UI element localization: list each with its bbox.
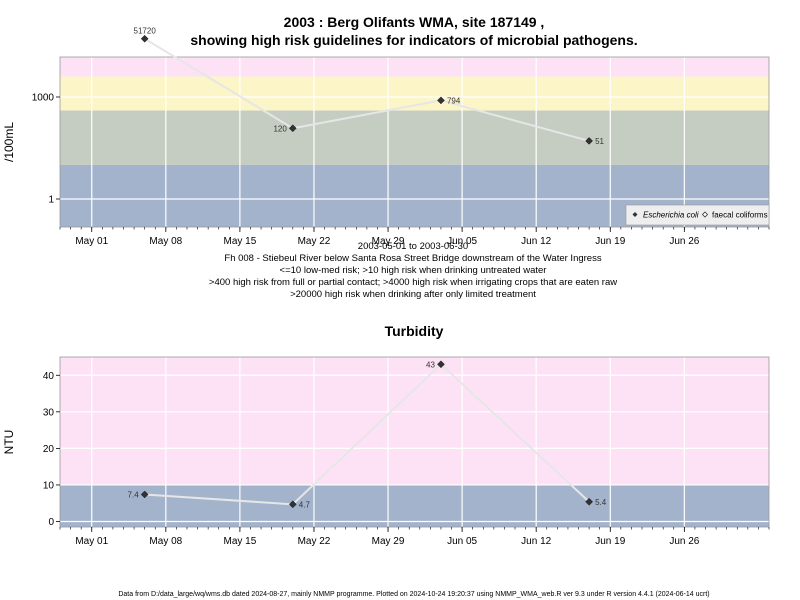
risk-band: [60, 57, 769, 77]
data-point: [288, 124, 297, 133]
risk-band: [60, 110, 769, 165]
y-tick-label: 30: [43, 407, 55, 418]
legend-marker-ecoli: [632, 212, 638, 217]
y-axis-label: /100mL: [2, 122, 16, 162]
data-label: 43: [426, 360, 435, 369]
y-tick-label: 10: [43, 480, 55, 491]
data-point: [585, 497, 593, 506]
data-point: [288, 500, 297, 509]
y-tick-label: 1: [48, 194, 54, 205]
subtitle-line: Fh 008 - Stiebeul River below Santa Rosa…: [224, 253, 601, 264]
subtitle-line: >20000 high risk when drinking after onl…: [290, 289, 536, 300]
data-point: [140, 34, 149, 43]
data-point: [585, 137, 593, 145]
x-tick-label: Jun 05: [447, 536, 477, 547]
legend-marker-faecal: [701, 211, 709, 218]
y-tick-label: 40: [43, 371, 55, 382]
x-tick-label: Jun 26: [669, 536, 699, 547]
x-tick-label: Jun 26: [669, 236, 699, 247]
y-tick-label: 1000: [32, 92, 55, 103]
plot-frame: [59, 56, 770, 228]
data-label: 51: [595, 137, 604, 146]
y-tick-label: 0: [48, 517, 54, 528]
x-tick-label: May 15: [223, 236, 256, 247]
x-tick-label: May 29: [372, 236, 405, 247]
chart-title-line2: showing high risk guidelines for indicat…: [190, 32, 637, 48]
data-label: 4.7: [299, 500, 311, 509]
x-tick-label: Jun 12: [521, 536, 551, 547]
legend-box: [625, 204, 770, 226]
legend-label-ecoli: Escherichia coli: [643, 211, 699, 220]
subtitle-line: >400 high risk from full or partial cont…: [209, 277, 617, 288]
subtitle-line: 2003-05-01 to 2003-06-30: [358, 241, 468, 252]
x-tick-label: Jun 19: [595, 536, 625, 547]
x-tick-label: May 22: [298, 236, 331, 247]
y-tick-label: 20: [43, 444, 55, 455]
plot-frame: [59, 356, 770, 528]
series-line: [144, 362, 590, 506]
x-tick-label: May 22: [298, 536, 331, 547]
data-label: 120: [273, 124, 287, 133]
x-tick-label: May 01: [75, 236, 108, 247]
series-line: [144, 37, 590, 142]
subtitle-line: <=10 low-med risk; >10 high risk when dr…: [280, 265, 547, 276]
x-tick-label: Jun 12: [521, 236, 551, 247]
data-label: 5.4: [595, 498, 607, 507]
x-tick-label: May 08: [149, 536, 182, 547]
y-axis-label-ntu: NTU: [2, 430, 16, 455]
chart-title-line1: 2003 : Berg Olifants WMA, site 187149 ,: [284, 14, 545, 30]
data-point: [140, 490, 149, 499]
footer-note: Data from D:/data_large/wq/wms.db dated …: [118, 591, 709, 598]
x-tick-label: Jun 05: [447, 236, 477, 247]
data-label: 794: [447, 96, 461, 105]
legend-label-faecal: faecal coliforms: [712, 211, 768, 220]
risk-band: [60, 484, 769, 527]
x-tick-label: May 29: [372, 536, 405, 547]
x-tick-label: May 15: [223, 536, 256, 547]
x-tick-label: Jun 19: [595, 236, 625, 247]
data-label: 7.4: [128, 490, 140, 499]
data-point: [437, 360, 445, 369]
risk-band: [60, 357, 769, 485]
turbidity-title: Turbidity: [385, 323, 444, 339]
data-point: [437, 96, 445, 105]
x-tick-label: May 08: [149, 236, 182, 247]
x-tick-label: May 01: [75, 536, 108, 547]
data-label: 51720: [134, 27, 157, 36]
